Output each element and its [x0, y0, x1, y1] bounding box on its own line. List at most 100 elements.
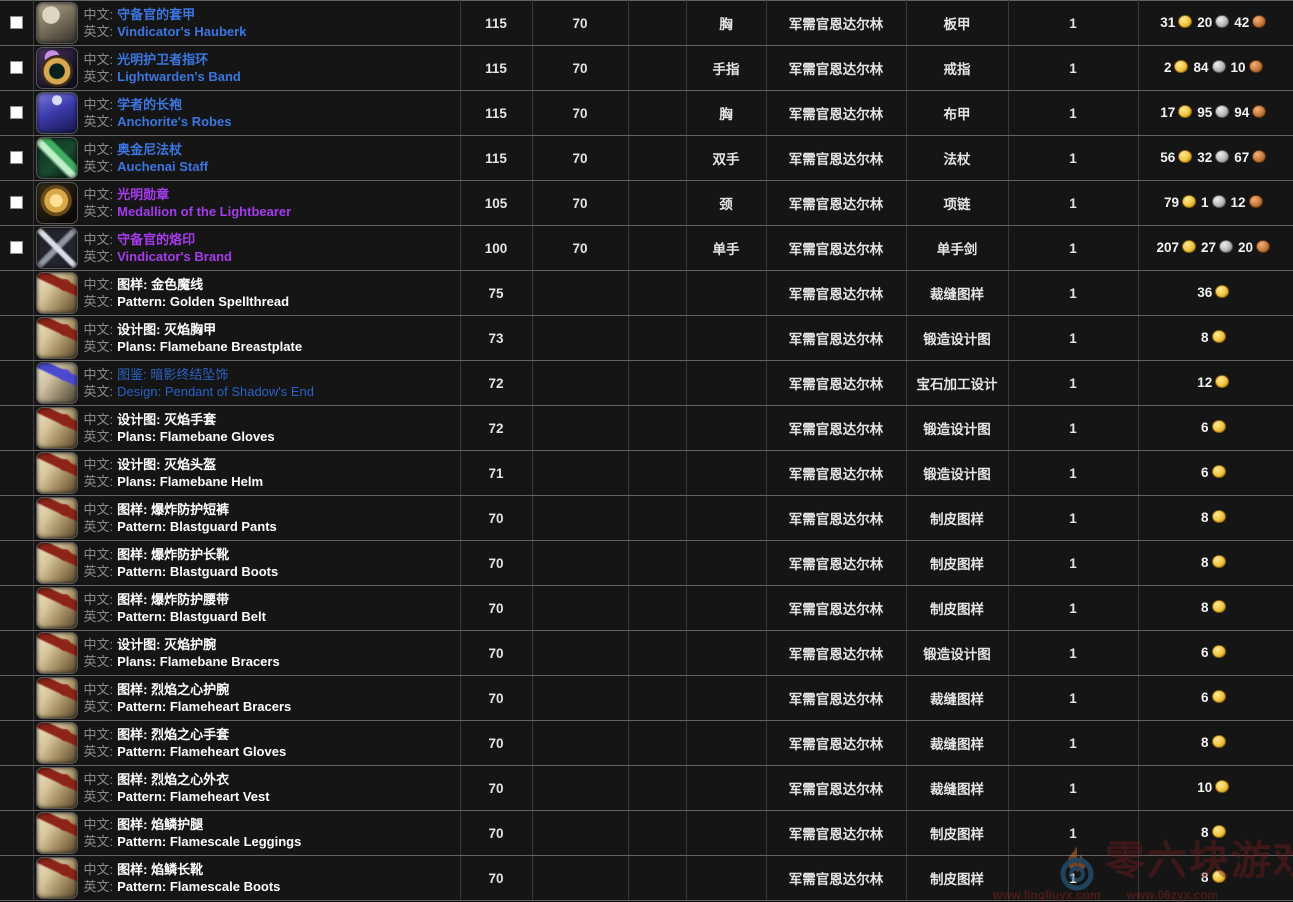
scroll-icon[interactable] — [35, 542, 78, 584]
empty-cell — [627, 585, 687, 631]
item-name-zh[interactable]: 图鉴: 暗影终结坠饰 — [117, 367, 229, 382]
scroll-icon[interactable] — [35, 272, 78, 314]
item-name-zh[interactable]: 图样: 爆炸防护短裤 — [117, 502, 230, 517]
price-cell: 6 — [1137, 405, 1293, 451]
price-amount: 207 — [1156, 240, 1179, 255]
table-row: 中文: 图样: 爆炸防护短裤 英文: Pattern: Blastguard Pan… — [0, 495, 1293, 541]
scroll-icon[interactable] — [35, 722, 78, 764]
item-name-zh[interactable]: 图样: 烈焰之心护腕 — [117, 682, 230, 697]
item-name-en[interactable]: Pattern: Blastguard Belt — [117, 609, 266, 624]
item-name-en[interactable]: Plans: Flamebane Bracers — [117, 654, 280, 669]
table-row: 中文: 设计图: 灭焰护腕 英文: Plans: Flamebane Bracers… — [0, 630, 1293, 676]
item-name-zh[interactable]: 图样: 烈焰之心外衣 — [117, 772, 230, 787]
scroll-icon[interactable] — [35, 497, 78, 539]
scroll-icon[interactable] — [35, 587, 78, 629]
item-name-zh[interactable]: 守备官的套甲 — [117, 7, 196, 22]
item-name-en[interactable]: Pattern: Flamescale Leggings — [117, 834, 302, 849]
scroll-icon[interactable] — [35, 857, 78, 899]
item-name-zh[interactable]: 守备官的烙印 — [117, 232, 196, 247]
item-name-en[interactable]: Pattern: Golden Spellthread — [117, 294, 290, 309]
item-name-en[interactable]: Medallion of the Lightbearer — [117, 204, 292, 219]
checkbox-cell — [0, 225, 34, 271]
silver-coin-icon — [1211, 60, 1226, 73]
required-level-cell — [531, 855, 629, 901]
name-cell: 中文: 图样: 焰鳞长靴 英文: Pattern: Flamescale Boots — [32, 855, 461, 901]
item-name-zh[interactable]: 光明护卫者指环 — [117, 52, 209, 67]
price-amount: 6 — [1200, 465, 1209, 480]
staff-icon[interactable] — [35, 137, 78, 179]
item-name-zh[interactable]: 设计图: 灭焰护腕 — [117, 637, 217, 652]
item-name-en[interactable]: Pattern: Flamescale Boots — [117, 879, 281, 894]
item-name-en[interactable]: Vindicator's Brand — [117, 249, 232, 264]
robe-icon[interactable] — [35, 92, 78, 134]
item-level-cell: 115 — [459, 90, 533, 136]
item-name-zh[interactable]: 图样: 爆炸防护腰带 — [117, 592, 230, 607]
quantity-cell: 1 — [1007, 0, 1139, 46]
row-select-checkbox[interactable] — [9, 106, 23, 120]
item-name-zh[interactable]: 设计图: 灭焰胸甲 — [117, 322, 217, 337]
medallion-icon[interactable] — [35, 182, 78, 224]
item-name-zh[interactable]: 图样: 金色魔线 — [117, 277, 204, 292]
item-name-en[interactable]: Pattern: Flameheart Bracers — [117, 699, 292, 714]
item-name-en[interactable]: Plans: Flamebane Helm — [117, 474, 264, 489]
item-name-zh[interactable]: 图样: 烈焰之心手套 — [117, 727, 230, 742]
item-name-en[interactable]: Design: Pendant of Shadow's End — [117, 384, 315, 399]
item-name-en[interactable]: Pattern: Blastguard Boots — [117, 564, 279, 579]
hauberk-icon[interactable] — [35, 2, 78, 44]
empty-cell — [627, 0, 687, 46]
price-cell: 8 — [1137, 585, 1293, 631]
item-name-en[interactable]: Vindicator's Hauberk — [117, 24, 247, 39]
english-label: 英文: — [83, 114, 114, 129]
ring-icon[interactable] — [35, 47, 78, 89]
item-name-en[interactable]: Pattern: Flameheart Gloves — [117, 744, 287, 759]
scroll-blue-icon[interactable] — [35, 362, 78, 404]
item-name-en[interactable]: Lightwarden's Band — [117, 69, 241, 84]
item-name-en[interactable]: Plans: Flamebane Gloves — [117, 429, 275, 444]
table-row: 中文: 图样: 金色魔线 英文: Pattern: Golden Spellthre… — [0, 270, 1293, 316]
row-select-checkbox[interactable] — [9, 16, 23, 30]
item-type-cell: 锻造设计图 — [905, 315, 1009, 361]
price-amount: 8 — [1200, 825, 1209, 840]
scroll-icon[interactable] — [35, 677, 78, 719]
item-name-en[interactable]: Plans: Flamebane Breastplate — [117, 339, 303, 354]
price-cell: 79 1 12 — [1137, 180, 1293, 226]
item-name-zh[interactable]: 设计图: 灭焰头盔 — [117, 457, 217, 472]
quantity-cell: 1 — [1007, 765, 1139, 811]
item-name-zh[interactable]: 图样: 焰鳞护腿 — [117, 817, 204, 832]
gold-coin-icon — [1181, 195, 1196, 208]
item-name-zh[interactable]: 设计图: 灭焰手套 — [117, 412, 217, 427]
item-name-zh[interactable]: 奥金尼法杖 — [117, 142, 183, 157]
scroll-icon[interactable] — [35, 632, 78, 674]
item-name-zh[interactable]: 图样: 爆炸防护长靴 — [117, 547, 230, 562]
item-name-zh[interactable]: 光明勋章 — [117, 187, 170, 202]
scroll-icon[interactable] — [35, 407, 78, 449]
sword-icon[interactable] — [35, 227, 78, 269]
quantity-cell: 1 — [1007, 180, 1139, 226]
item-name-zh[interactable]: 图样: 焰鳞长靴 — [117, 862, 204, 877]
item-name-zh[interactable]: 学者的长袍 — [117, 97, 183, 112]
price-amount: 36 — [1197, 285, 1213, 300]
item-type-cell: 项链 — [905, 180, 1009, 226]
price-cell: 31 20 42 — [1137, 0, 1293, 46]
scroll-icon[interactable] — [35, 452, 78, 494]
row-select-checkbox[interactable] — [9, 61, 23, 75]
source-cell: 军需官恩达尔林 — [765, 180, 907, 226]
row-select-checkbox[interactable] — [9, 196, 23, 210]
price-amount: 8 — [1200, 510, 1209, 525]
scroll-icon[interactable] — [35, 767, 78, 809]
silver-coin-icon — [1215, 150, 1230, 163]
scroll-icon[interactable] — [35, 812, 78, 854]
english-label: 英文: — [83, 384, 114, 399]
name-cell: 中文: 设计图: 灭焰护腕 英文: Plans: Flamebane Bracers — [32, 630, 461, 676]
english-label: 英文: — [83, 429, 114, 444]
empty-cell — [627, 855, 687, 901]
item-name-en[interactable]: Auchenai Staff — [117, 159, 209, 174]
row-select-checkbox[interactable] — [9, 241, 23, 255]
item-name-en[interactable]: Pattern: Flameheart Vest — [117, 789, 270, 804]
name-cell: 中文: 设计图: 灭焰胸甲 英文: Plans: Flamebane Breastp… — [32, 315, 461, 361]
item-name-en[interactable]: Pattern: Blastguard Pants — [117, 519, 277, 534]
scroll-icon[interactable] — [35, 317, 78, 359]
item-name-en[interactable]: Anchorite's Robes — [117, 114, 232, 129]
row-select-checkbox[interactable] — [9, 151, 23, 165]
price-amount: 31 — [1160, 15, 1176, 30]
